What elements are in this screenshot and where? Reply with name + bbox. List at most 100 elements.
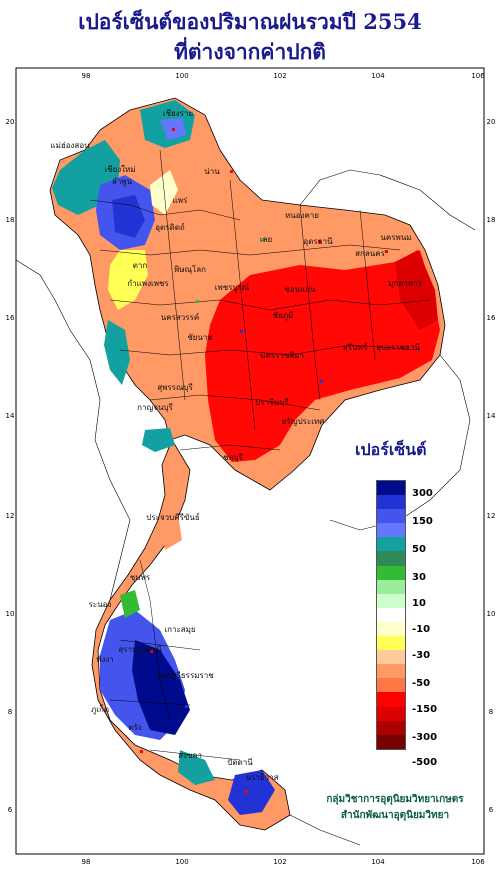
province-label: ลำพูน xyxy=(112,177,133,187)
province-label: กาญจนบุรี xyxy=(137,403,173,412)
province-label: อุตรดิตถ์ xyxy=(155,222,185,232)
province-label: พังงา xyxy=(96,655,114,664)
y-tick-label-right: 12 xyxy=(487,512,496,520)
x-ticks-top: 98 100 102 104 106 xyxy=(82,72,486,80)
province-label: ชลบุรี xyxy=(223,453,243,462)
y-ticks-left: 20 18 16 14 12 10 8 6 xyxy=(6,118,15,814)
credit-line1: กลุ่มวิชาการอุตุนิยมวิทยาเกษตร xyxy=(326,794,464,805)
province-label: เกาะสมุย xyxy=(164,625,195,634)
y-tick-label-left: 14 xyxy=(6,412,15,420)
x-tick-label-top: 104 xyxy=(371,72,385,80)
y-tick-label-left: 16 xyxy=(6,314,15,322)
y-tick-label-left: 10 xyxy=(6,610,15,618)
legend-swatch xyxy=(377,720,405,735)
province-label: สกลนคร xyxy=(355,249,385,258)
y-tick-label-right: 10 xyxy=(487,610,496,618)
province-label: ปราจีนบุรี xyxy=(255,398,289,407)
province-label: ระนอง xyxy=(89,600,112,609)
station-markers xyxy=(140,128,388,793)
y-tick-label-right: 8 xyxy=(489,708,493,716)
province-label: นครศรีธรรมราช xyxy=(156,671,214,680)
province-label: นครราชสีมา xyxy=(260,351,304,360)
legend-label: 10 xyxy=(412,598,426,609)
legend-swatch xyxy=(377,481,405,496)
x-tick-label-bottom: 98 xyxy=(82,858,91,866)
y-tick-label-left: 6 xyxy=(8,806,13,814)
province-label: หนองคาย xyxy=(285,211,319,220)
province-label: ชัยภูมิ xyxy=(273,311,294,321)
province-label: แม่ฮ่องสอน xyxy=(50,141,90,150)
y-tick-label-left: 18 xyxy=(6,216,15,224)
legend-swatch xyxy=(377,537,405,552)
province-label: ปัตตานี xyxy=(227,758,253,767)
legend-label: -300 xyxy=(412,732,438,743)
province-label: เชียงใหม่ xyxy=(104,165,135,174)
map-title-line2: ที่ต่างจากค่าปกติ xyxy=(174,39,326,64)
x-tick-label-bottom: 100 xyxy=(175,858,188,866)
province-label: สุพรรณบุรี xyxy=(157,383,193,392)
province-label: น่าน xyxy=(204,167,220,176)
province-label: พิษณุโลก xyxy=(174,264,206,274)
province-label: ชุมพร xyxy=(130,573,151,582)
province-label: สงขลา xyxy=(178,751,202,760)
x-tick-label-bottom: 106 xyxy=(471,858,485,866)
legend-swatch xyxy=(377,565,405,580)
legend-swatch xyxy=(377,636,405,651)
neighbour-borders xyxy=(15,169,476,846)
y-tick-label-right: 14 xyxy=(487,412,496,420)
legend-label: -50 xyxy=(412,678,431,689)
province-label: นครพนม xyxy=(380,233,411,242)
province-label: เชียงราย xyxy=(163,109,193,118)
y-tick-label-right: 18 xyxy=(487,216,496,224)
province-label: ชัยนาท xyxy=(187,333,212,342)
x-tick-label-top: 98 xyxy=(82,72,91,80)
province-label: อุดรธานี xyxy=(303,237,333,246)
legend-swatch xyxy=(377,664,405,679)
y-tick-label-right: 16 xyxy=(487,314,496,322)
y-ticks-right: 20 18 16 14 12 10 8 6 xyxy=(487,118,496,814)
credit-line2: สำนักพัฒนาอุตุนิยมวิทยา xyxy=(340,810,450,821)
legend-swatch xyxy=(377,509,405,524)
color-legend xyxy=(376,480,406,750)
province-label: อุบลราชธานี xyxy=(376,343,420,352)
legend-label: -500 xyxy=(412,757,438,768)
province-boundaries xyxy=(89,149,431,761)
legend-swatch xyxy=(377,551,405,566)
x-tick-label-top: 100 xyxy=(175,72,188,80)
province-label: ภูเก็ต xyxy=(91,704,109,715)
y-tick-label-left: 20 xyxy=(6,118,15,126)
legend-swatch xyxy=(377,495,405,510)
legend-swatch xyxy=(377,650,405,665)
x-tick-label-bottom: 102 xyxy=(273,858,286,866)
legend-swatch xyxy=(377,678,405,693)
legend-label: 50 xyxy=(412,544,426,555)
legend-swatch xyxy=(377,593,405,608)
legend-swatch xyxy=(377,621,405,637)
province-label: ตาก xyxy=(133,261,148,270)
province-label: นราธิวาส xyxy=(245,773,278,782)
legend-label: 30 xyxy=(412,572,426,583)
province-label: กำแพงเพชร xyxy=(127,279,169,288)
legend-swatch xyxy=(377,579,405,594)
legend-swatch xyxy=(377,706,405,721)
legend-label: -10 xyxy=(412,624,431,635)
legend-swatch xyxy=(377,607,405,622)
province-label: นครสวรรค์ xyxy=(161,312,199,322)
x-tick-label-top: 102 xyxy=(273,72,286,80)
x-tick-label-bottom: 104 xyxy=(371,858,385,866)
x-tick-label-top: 106 xyxy=(471,72,485,80)
legend-swatch xyxy=(377,692,405,707)
legend-swatch xyxy=(377,734,405,749)
legend-label: -150 xyxy=(412,704,438,715)
map-title-line1: เปอร์เซ็นต์ของปริมาณฝนรวมปี 2554 xyxy=(78,9,422,34)
province-label: สุรินทร์ xyxy=(343,342,368,352)
province-label: สุราษฎร์ธานี xyxy=(118,644,162,654)
province-label: มุกดาหาร xyxy=(388,279,423,288)
province-label: แพร่ xyxy=(173,196,188,205)
legend-swatch xyxy=(377,523,405,538)
province-label: อรัญประเทศ xyxy=(282,417,325,426)
y-tick-label-right: 6 xyxy=(489,806,494,814)
province-label: ขอนแก่น xyxy=(284,285,316,294)
legend-label: 150 xyxy=(412,516,433,527)
